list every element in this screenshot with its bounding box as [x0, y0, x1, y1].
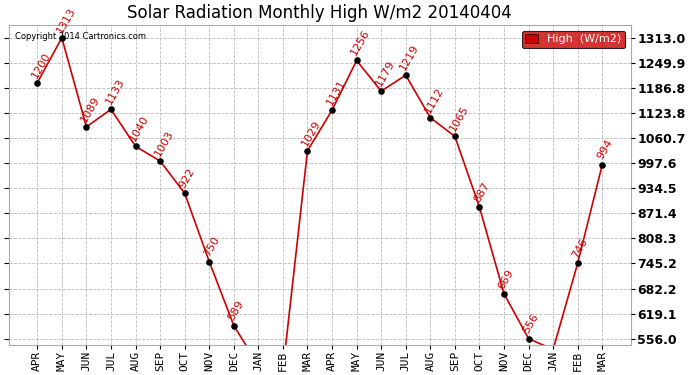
Text: 1256: 1256 — [349, 28, 372, 57]
Point — [572, 260, 583, 266]
Text: 887: 887 — [472, 180, 491, 204]
Text: 1219: 1219 — [398, 42, 421, 72]
Point — [155, 158, 166, 164]
Point — [474, 204, 485, 210]
Text: 922: 922 — [177, 166, 197, 190]
Text: 489: 489 — [0, 374, 1, 375]
Text: 1065: 1065 — [448, 104, 470, 133]
Text: 477: 477 — [0, 374, 1, 375]
Point — [375, 88, 386, 94]
Point — [498, 291, 509, 297]
Text: 746: 746 — [571, 237, 590, 260]
Text: 750: 750 — [202, 235, 221, 258]
Title: Solar Radiation Monthly High W/m2 20140404: Solar Radiation Monthly High W/m2 201404… — [128, 4, 512, 22]
Text: 589: 589 — [226, 299, 246, 322]
Point — [449, 134, 460, 140]
Text: Copyright 2014 Cartronics.com: Copyright 2014 Cartronics.com — [15, 32, 146, 40]
Point — [57, 35, 68, 41]
Text: 1112: 1112 — [423, 85, 446, 114]
Point — [425, 115, 436, 121]
Point — [106, 106, 117, 112]
Text: 1040: 1040 — [128, 114, 151, 143]
Text: 669: 669 — [497, 267, 516, 291]
Point — [253, 362, 264, 368]
Text: 1029: 1029 — [300, 118, 323, 147]
Point — [32, 80, 43, 86]
Text: 1131: 1131 — [325, 78, 347, 107]
Point — [179, 190, 190, 196]
Text: 1313: 1313 — [55, 5, 77, 34]
Text: 1179: 1179 — [374, 58, 397, 88]
Text: 529: 529 — [0, 374, 1, 375]
Point — [204, 259, 215, 265]
Point — [302, 148, 313, 154]
Text: 556: 556 — [521, 312, 540, 336]
Point — [228, 322, 239, 328]
Text: 1133: 1133 — [104, 77, 126, 106]
Legend: High  (W/m2): High (W/m2) — [522, 31, 625, 48]
Point — [326, 107, 337, 113]
Point — [523, 336, 534, 342]
Text: 1003: 1003 — [152, 129, 175, 158]
Point — [130, 143, 141, 149]
Point — [597, 162, 608, 168]
Point — [548, 346, 559, 352]
Text: 1200: 1200 — [30, 50, 52, 80]
Point — [277, 367, 288, 373]
Point — [81, 124, 92, 130]
Text: 1089: 1089 — [79, 94, 102, 124]
Text: 994: 994 — [595, 138, 614, 161]
Point — [400, 72, 411, 78]
Point — [351, 57, 362, 63]
